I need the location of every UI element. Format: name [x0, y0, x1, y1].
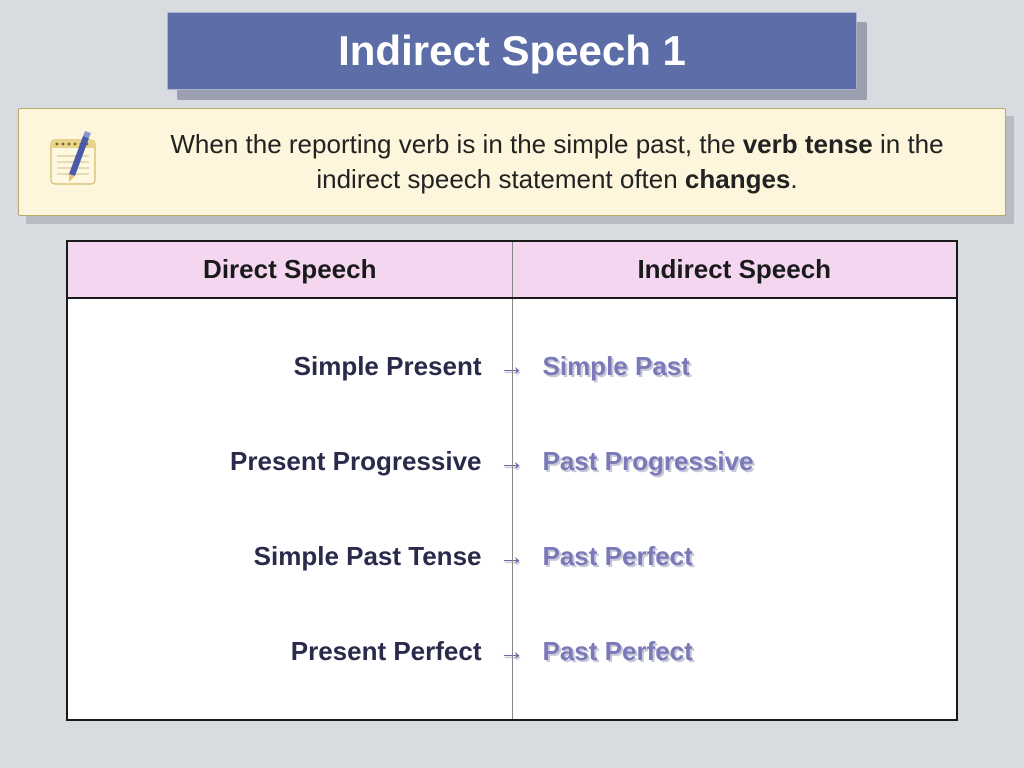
direct-tense: Simple Present	[294, 351, 482, 382]
direct-tense: Present Progressive	[230, 446, 481, 477]
direct-tense: Present Perfect	[291, 636, 482, 667]
desc-bold-1: verb tense	[743, 129, 873, 159]
table-row: Past PerfectPast Perfect	[513, 617, 957, 687]
indirect-tense: Simple PastSimple Past	[543, 351, 690, 382]
desc-part-1: When the reporting verb is in the simple…	[170, 129, 742, 159]
table-row: Simple PastSimple Past	[513, 332, 957, 402]
title-container: Indirect Speech 1	[167, 12, 857, 90]
indirect-tense: Past ProgressivePast Progressive	[543, 446, 754, 477]
desc-bold-2: changes	[685, 164, 791, 194]
table-header: Direct Speech Indirect Speech	[68, 242, 956, 299]
table-row: Simple Present	[68, 332, 512, 402]
header-indirect: Indirect Speech	[512, 242, 957, 297]
table-row: Past PerfectPast Perfect	[513, 522, 957, 592]
description-container: When the reporting verb is in the simple…	[18, 108, 1006, 216]
table-row: Present Progressive	[68, 427, 512, 497]
description-text: When the reporting verb is in the simple…	[129, 127, 985, 197]
direct-tense: Simple Past Tense	[254, 541, 482, 572]
direct-column: Simple Present Present Progressive Simpl…	[68, 299, 512, 719]
slide: Indirect Speech 1	[0, 0, 1024, 768]
notepad-pen-icon	[39, 130, 111, 194]
slide-title: Indirect Speech 1	[167, 12, 857, 90]
indirect-tense: Past PerfectPast Perfect	[543, 636, 693, 667]
indirect-tense: Past PerfectPast Perfect	[543, 541, 693, 572]
table-row: Past ProgressivePast Progressive	[513, 427, 957, 497]
table-row: Present Perfect	[68, 617, 512, 687]
desc-part-3: .	[790, 164, 797, 194]
table-body: Simple Present Present Progressive Simpl…	[68, 299, 956, 719]
header-direct: Direct Speech	[68, 242, 512, 297]
table-row: Simple Past Tense	[68, 522, 512, 592]
description-box: When the reporting verb is in the simple…	[18, 108, 1006, 216]
indirect-column: Simple PastSimple Past Past ProgressiveP…	[512, 299, 957, 719]
tense-table: Direct Speech Indirect Speech Simple Pre…	[66, 240, 958, 721]
